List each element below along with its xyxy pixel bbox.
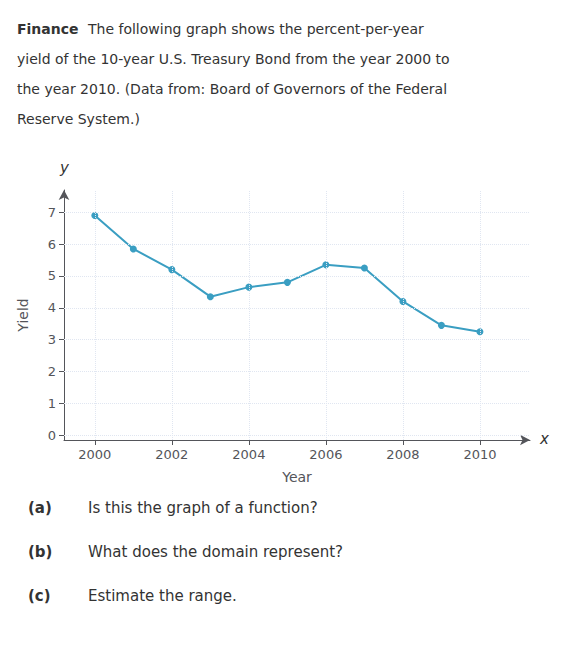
svg-text:2002: 2002	[155, 447, 188, 462]
svg-text:the year 2010. (Data from: Boa: the year 2010. (Data from: Board of Gove…	[17, 81, 447, 97]
svg-text:What does the domain represent: What does the domain represent?	[88, 543, 343, 561]
svg-text:2: 2	[48, 364, 56, 379]
svg-text:Is this the graph of a functio: Is this the graph of a function?	[88, 499, 318, 517]
svg-text:5: 5	[48, 268, 56, 283]
svg-text:x: x	[539, 430, 549, 448]
svg-text:2010: 2010	[463, 447, 496, 462]
svg-text:1: 1	[48, 396, 56, 411]
svg-text:(b): (b)	[28, 543, 52, 561]
svg-text:The following graph shows the: The following graph shows the percent-pe…	[87, 21, 424, 37]
svg-text:Reserve System.): Reserve System.)	[17, 111, 140, 127]
svg-text:2008: 2008	[386, 447, 419, 462]
svg-text:(c): (c)	[28, 587, 51, 605]
svg-text:2006: 2006	[309, 447, 342, 462]
svg-text:2004: 2004	[232, 447, 265, 462]
svg-text:Yield: Yield	[15, 298, 31, 332]
svg-text:4: 4	[48, 300, 56, 315]
svg-text:Year: Year	[281, 469, 312, 485]
svg-text:6: 6	[48, 237, 56, 252]
svg-text:Estimate the range.: Estimate the range.	[88, 587, 237, 605]
svg-text:Finance: Finance	[17, 21, 79, 37]
svg-text:0: 0	[48, 428, 56, 443]
svg-text:(a): (a)	[28, 499, 52, 517]
svg-text:3: 3	[48, 332, 56, 347]
svg-text:y: y	[59, 159, 70, 177]
svg-text:2000: 2000	[78, 447, 111, 462]
svg-text:7: 7	[48, 205, 56, 220]
svg-text:yield of the 10-year U.S. Trea: yield of the 10-year U.S. Treasury Bond …	[17, 51, 450, 67]
